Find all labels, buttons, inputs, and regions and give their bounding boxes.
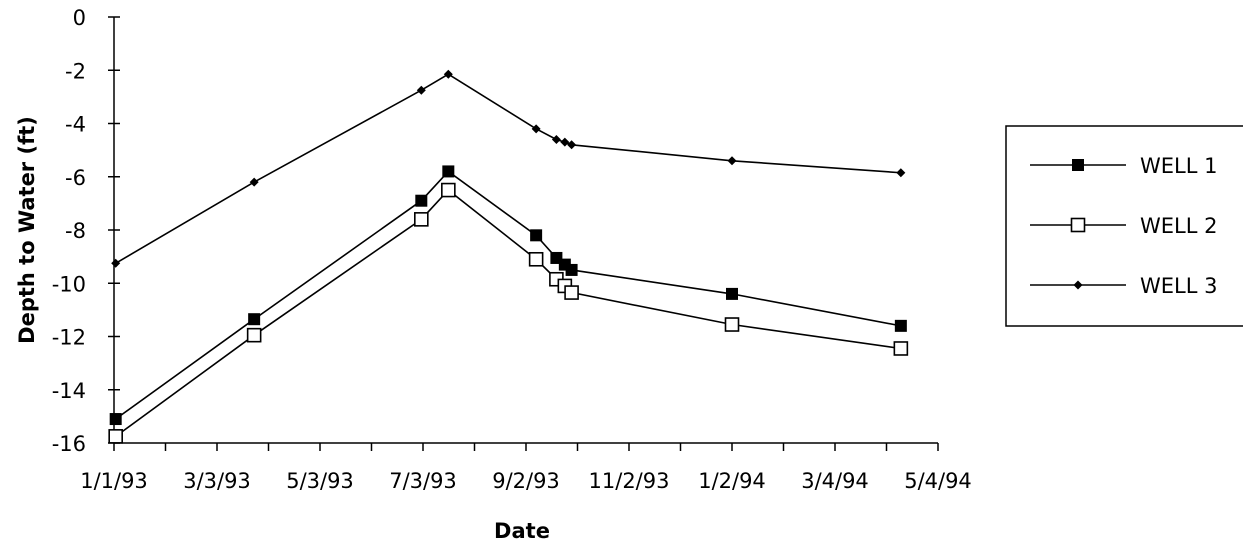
y-axis-title: Depth to Water (ft) [15, 116, 39, 344]
series-2 [108, 182, 909, 444]
x-tick-label: 5/4/94 [904, 469, 972, 493]
data-point [109, 413, 122, 426]
y-tick-label: -14 [52, 379, 86, 403]
data-point [893, 341, 909, 356]
data-point [567, 140, 577, 150]
data-point [443, 69, 453, 79]
x-tick-label: 3/3/93 [183, 469, 251, 493]
x-tick-label: 9/2/93 [492, 469, 560, 493]
y-tick-label: -6 [65, 166, 86, 190]
y-tick-label: -2 [65, 59, 86, 83]
data-point [565, 263, 578, 276]
data-point [564, 285, 579, 300]
series-1 [109, 165, 907, 426]
data-point [415, 194, 428, 207]
legend-label: WELL 2 [1140, 214, 1217, 238]
data-point [894, 319, 907, 332]
x-tick-label: 5/3/93 [286, 469, 354, 493]
data-point [249, 177, 259, 187]
data-point [551, 134, 561, 144]
y-tick-label: -16 [52, 432, 86, 456]
x-axis-title: Date [494, 519, 550, 543]
legend: WELL 1 WELL 2 WELL 3 [1005, 125, 1243, 327]
data-point [530, 229, 543, 242]
legend-marker [1072, 159, 1084, 171]
series-line [115, 170, 902, 420]
series-3 [111, 69, 906, 268]
y-tick-label: -8 [65, 219, 86, 243]
data-point [111, 258, 121, 268]
series-line [115, 73, 901, 264]
x-tick-label: 3/4/94 [801, 469, 869, 493]
data-point [108, 429, 123, 444]
data-point [528, 251, 544, 267]
data-point [442, 165, 455, 178]
data-point [248, 313, 261, 326]
series-line [115, 188, 901, 437]
data-point [550, 251, 563, 264]
x-tick-label: 7/3/93 [389, 469, 457, 493]
data-point [246, 327, 262, 343]
legend-marker [1070, 217, 1086, 233]
legend-label: WELL 1 [1140, 154, 1217, 178]
legend-marker [1073, 280, 1083, 290]
data-point [531, 124, 541, 134]
data-point [414, 212, 429, 227]
series-layer [108, 69, 909, 444]
data-point [726, 287, 738, 300]
x-tick-label: 1/2/94 [698, 469, 766, 493]
data-point [441, 182, 456, 198]
data-point [416, 85, 426, 95]
y-tick-label: -12 [52, 326, 86, 350]
y-tick-label: -10 [52, 272, 86, 296]
x-tick-label: 11/2/93 [589, 469, 670, 493]
legend-box [1005, 125, 1243, 327]
data-point [560, 137, 570, 147]
data-point [724, 317, 740, 332]
data-point [896, 168, 906, 178]
x-tick-label: 1/1/93 [80, 469, 148, 493]
data-point [727, 156, 737, 166]
y-tick-label: -4 [65, 113, 86, 137]
y-tick-label: 0 [73, 6, 86, 30]
legend-label: WELL 3 [1140, 274, 1217, 298]
axes: 0 -2 -4 -6 -8 -10 -12 -14 -16 1/1/93 3/3/93 5/3/93 7… [52, 6, 972, 493]
